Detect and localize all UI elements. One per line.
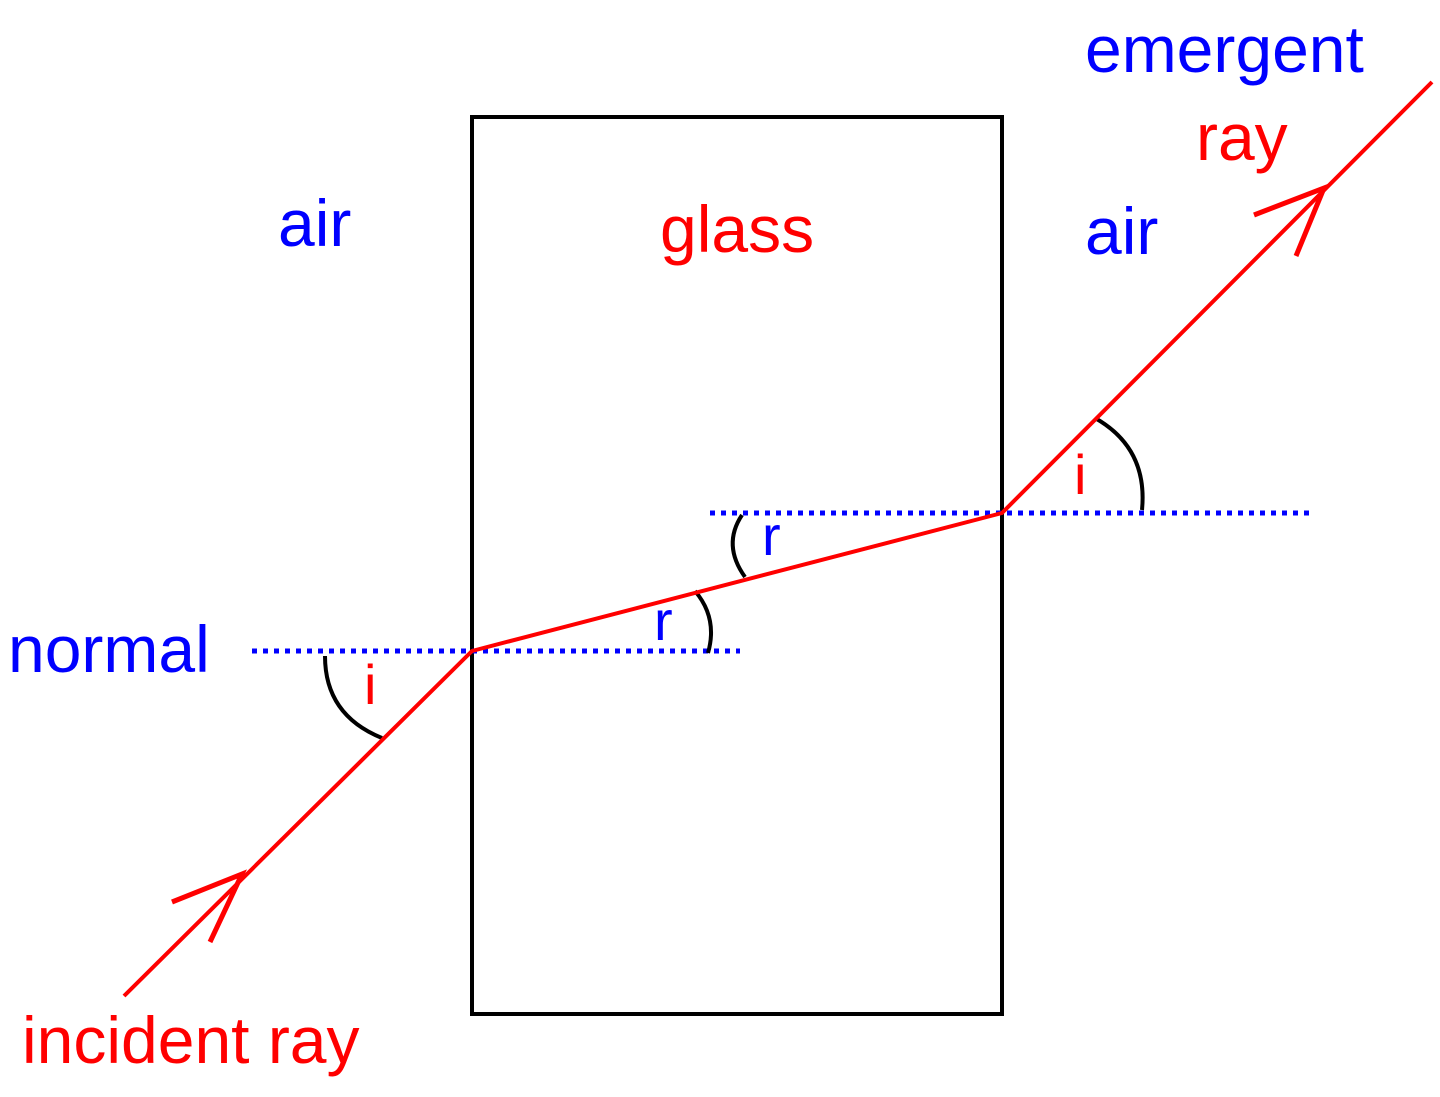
light-ray xyxy=(122,80,1434,998)
angle-label-refraction-upper: r xyxy=(762,504,781,567)
angle-arc-incidence xyxy=(323,655,383,740)
angle-arc-refraction-lower xyxy=(693,589,713,654)
air-label-right: air xyxy=(1085,194,1158,268)
angle-label-emergence: i xyxy=(1074,443,1086,506)
glass-label: glass xyxy=(660,192,814,266)
angle-arc-refraction-upper xyxy=(730,513,747,579)
emergent-arrowhead-icon xyxy=(1253,183,1329,257)
angle-arc-emergence xyxy=(1094,416,1145,511)
normal-label: normal xyxy=(8,612,210,686)
angle-label-incidence: i xyxy=(364,653,376,716)
incident-arrowhead-icon xyxy=(171,869,247,944)
glass-block xyxy=(470,115,1004,1016)
angle-label-refraction-lower: r xyxy=(654,589,673,652)
incident-ray-label: incident ray xyxy=(22,1003,360,1077)
emergent-label: emergent xyxy=(1085,12,1364,86)
emergent-ray-label: ray xyxy=(1196,100,1288,174)
air-label-left: air xyxy=(278,186,351,260)
